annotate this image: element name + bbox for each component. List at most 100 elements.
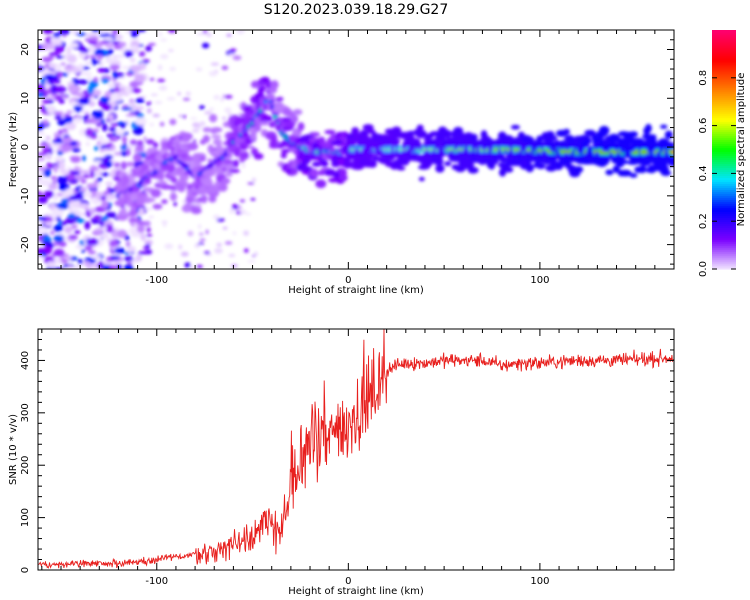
chart-title: S120.2023.039.18.29.G27 (264, 2, 449, 18)
colorbar-segment (712, 157, 736, 161)
noise-blob (59, 191, 68, 195)
noise-blob (129, 81, 139, 89)
colorbar-segment (712, 103, 736, 107)
noise-blob (71, 224, 78, 230)
colorbar-segment (712, 30, 736, 33)
ridge-halo (342, 160, 353, 169)
colorbar-segment (712, 135, 736, 139)
noise-blob (110, 64, 120, 71)
colorbar-segment (712, 39, 736, 43)
ridge-halo (510, 124, 520, 130)
noise-blob (161, 220, 168, 223)
ridge-halo (638, 164, 647, 174)
noise-blob (160, 38, 168, 42)
ridge-halo (199, 156, 207, 162)
ridge-halo (159, 147, 169, 154)
noise-blob (100, 216, 109, 222)
ridge-halo (158, 180, 167, 186)
noise-blob (197, 224, 202, 230)
noise-blob (71, 78, 79, 83)
ridge-halo (598, 125, 610, 135)
colorbar-tick-label: 0.4 (698, 165, 709, 181)
noise-blob (247, 146, 255, 149)
noise-blob (129, 139, 138, 146)
ridge-halo (504, 166, 514, 173)
ridge-halo (181, 132, 193, 141)
noise-blob (91, 60, 101, 65)
ridge-halo (167, 164, 176, 172)
ridge-halo (315, 179, 327, 189)
noise-blob (250, 197, 256, 201)
ridge-halo (250, 135, 257, 141)
noise-blob (178, 114, 183, 118)
ridge-halo (612, 165, 620, 174)
noise-blob (164, 243, 174, 250)
ridge-halo (280, 152, 287, 159)
noise-blob (89, 166, 99, 172)
noise-blob (149, 77, 155, 81)
noise-blob (123, 264, 134, 269)
ridge-halo (254, 116, 261, 125)
noise-blob (61, 144, 73, 152)
noise-blob (38, 92, 45, 98)
colorbar-segment (712, 257, 736, 260)
y-tick-label: -20 (20, 236, 31, 252)
noise-blob (110, 255, 121, 261)
x-axis-label: Height of straight line (km) (288, 586, 424, 597)
noise-blob (66, 110, 73, 115)
y-tick-label: 10 (20, 92, 31, 105)
colorbar-segment (712, 185, 736, 188)
noise-blob (58, 161, 66, 170)
noise-blob (112, 30, 118, 37)
colorbar-segment (712, 231, 736, 234)
noise-blob (38, 66, 42, 71)
noise-blob (84, 119, 95, 124)
colorbar-segment (712, 75, 736, 79)
noise-blob (91, 219, 100, 225)
ridge-halo (667, 155, 674, 161)
y-tick-label: 300 (20, 403, 31, 422)
noise-blob (135, 30, 147, 33)
noise-blob (103, 156, 109, 164)
noise-blob (213, 214, 220, 220)
y-axis-label: Frequency (Hz) (8, 112, 19, 188)
noise-blob (157, 78, 166, 83)
noise-blob (84, 244, 93, 251)
noise-blob (101, 200, 109, 209)
noise-blob (138, 207, 145, 216)
noise-blob (254, 251, 258, 257)
noise-blob (46, 105, 56, 115)
ridge-halo (221, 177, 231, 185)
colorbar-segment (712, 123, 736, 127)
snr-panel: -100 0 100 0 100 200 300 400 Height of straight … (8, 328, 675, 597)
noise-blob (98, 135, 104, 140)
noise-blob (101, 123, 108, 132)
ridge-halo (232, 159, 239, 168)
noise-blob (191, 128, 200, 133)
colorbar-segment (712, 83, 736, 87)
noise-blob (75, 92, 85, 97)
noise-blob (97, 177, 103, 183)
noise-blob (103, 68, 110, 74)
colorbar-tick-label: 0.6 (698, 118, 709, 134)
y-tick-label: 0 (20, 567, 31, 573)
noise-blob (80, 110, 90, 114)
noise-blob (128, 86, 134, 94)
noise-blob (162, 221, 167, 228)
colorbar-segment (712, 207, 736, 210)
colorbar-segment (712, 117, 736, 121)
ridge-halo (150, 188, 162, 198)
ridge-halo (629, 173, 638, 178)
noise-blob (45, 135, 51, 141)
colorbar-segment (712, 33, 736, 37)
noise-blob (54, 45, 65, 54)
noise-blob (43, 169, 52, 178)
noise-blob (89, 135, 98, 139)
noise-blob (85, 128, 94, 137)
noise-blob (53, 248, 65, 257)
noise-blob (87, 85, 94, 95)
colorbar-segment (712, 225, 736, 228)
ridge-halo (467, 166, 479, 174)
noise-blob (69, 42, 79, 48)
ridge-halo (132, 153, 143, 163)
